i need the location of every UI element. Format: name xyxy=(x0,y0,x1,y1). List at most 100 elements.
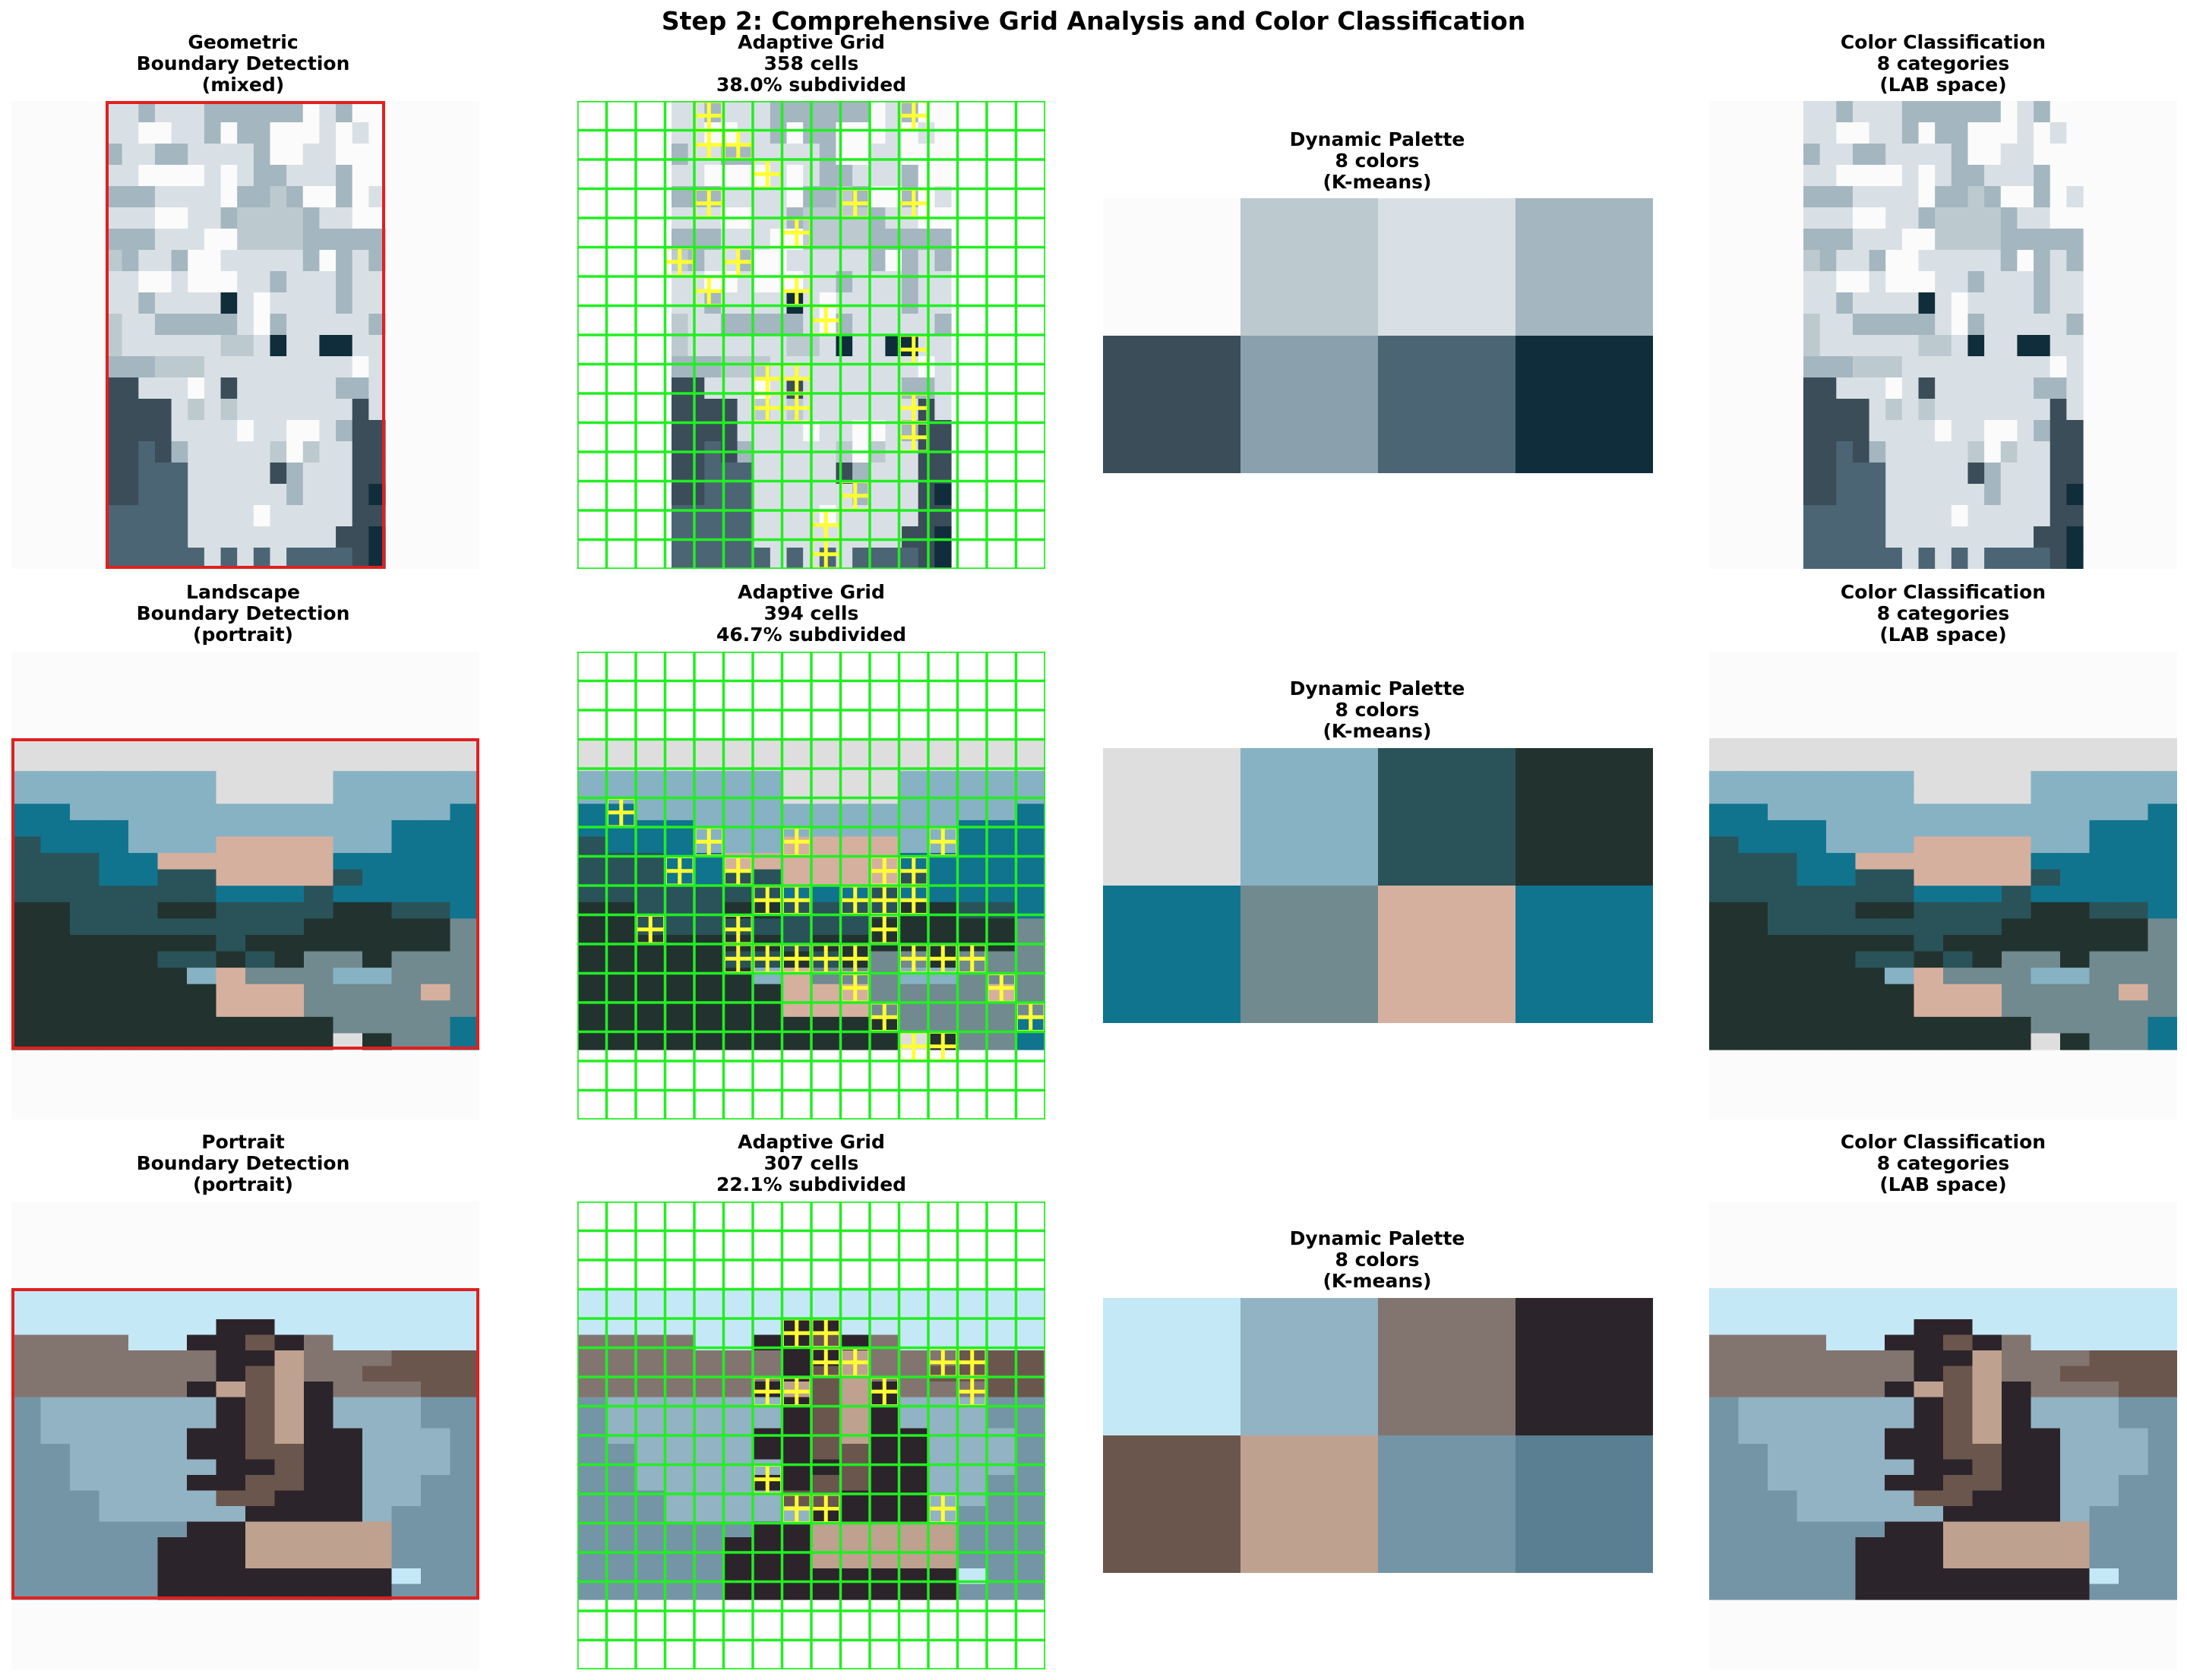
boundary-title-row-3: Portrait Boundary Detection (portrait) xyxy=(136,1131,350,1195)
class-cell xyxy=(1914,853,1944,870)
region-cell xyxy=(11,1521,42,1538)
class-cell xyxy=(2119,1319,2149,1336)
class-cell xyxy=(1901,505,1920,527)
grid-image-cell xyxy=(694,951,725,968)
grid-image-cell xyxy=(1016,754,1045,772)
grid-image-cell xyxy=(987,804,1017,821)
region-cell xyxy=(245,1382,276,1398)
region-cell xyxy=(122,229,139,251)
class-cell xyxy=(2147,836,2177,854)
grid-image-cell xyxy=(899,1319,929,1336)
grid-image-cell xyxy=(957,1016,988,1034)
grid-image-cell xyxy=(665,902,695,919)
class-cell xyxy=(2002,787,2032,804)
grid-image-cell xyxy=(754,314,771,336)
class-cell xyxy=(2017,441,2034,463)
grid-image-cell xyxy=(694,1506,725,1523)
region-cell xyxy=(352,484,369,506)
boundary-panel-portrait xyxy=(11,1202,479,1669)
class-cell xyxy=(2147,1319,2177,1336)
class-cell xyxy=(2089,934,2119,952)
class-cell xyxy=(2002,771,2032,788)
region-cell xyxy=(188,420,205,442)
region-cell xyxy=(40,934,71,952)
region-cell xyxy=(171,314,188,336)
grid-image-cell xyxy=(987,1288,1017,1305)
region-cell xyxy=(40,804,71,821)
region-cell xyxy=(220,229,238,251)
region-cell xyxy=(286,144,304,166)
boundary-frame xyxy=(11,1288,479,1599)
class-cell xyxy=(1826,1521,1857,1538)
grid-image-cell xyxy=(1016,1537,1045,1554)
region-cell xyxy=(188,101,205,123)
class-cell xyxy=(1967,122,1985,144)
region-cell xyxy=(220,356,238,378)
grid-image-cell xyxy=(770,526,788,548)
region-cell xyxy=(99,1568,129,1585)
grid-image-cell xyxy=(987,1506,1017,1523)
region-cell xyxy=(253,250,271,272)
class-cell xyxy=(1738,1350,1768,1367)
region-cell xyxy=(106,101,123,123)
class-cell xyxy=(2066,314,2084,336)
region-cell xyxy=(171,526,188,548)
grid-image-cell xyxy=(1016,918,1045,936)
class-cell xyxy=(1885,1366,1915,1382)
class-cell xyxy=(1852,122,1870,144)
region-cell xyxy=(154,144,172,166)
class-cell xyxy=(2031,1584,2061,1600)
region-cell xyxy=(362,853,393,870)
region-cell xyxy=(216,869,246,886)
class-cell xyxy=(2031,1552,2061,1569)
grid-image-cell xyxy=(720,292,738,314)
class-cell xyxy=(2031,853,2061,870)
region-cell xyxy=(362,1334,393,1351)
class-cell xyxy=(1803,399,1821,421)
region-cell xyxy=(237,144,254,166)
grid-image-cell xyxy=(902,250,919,272)
grid-image-cell xyxy=(704,165,722,187)
class-cell xyxy=(2031,918,2061,936)
class-cell xyxy=(1943,1568,1974,1585)
region-cell xyxy=(188,335,205,357)
grid-image-cell xyxy=(918,271,935,293)
class-cell xyxy=(2034,292,2051,314)
class-cell xyxy=(1943,869,1974,886)
class-cell xyxy=(1918,484,1936,506)
region-cell xyxy=(274,1033,305,1050)
grid-image-cell xyxy=(720,229,738,251)
region-cell xyxy=(391,771,422,788)
region-cell xyxy=(302,399,321,421)
region-cell xyxy=(187,1584,217,1600)
grid-image-cell xyxy=(665,1413,695,1429)
region-cell xyxy=(391,754,422,772)
region-cell xyxy=(11,1428,42,1445)
region-cell xyxy=(274,1459,305,1476)
region-cell xyxy=(99,902,129,919)
region-cell xyxy=(302,463,321,485)
grid-image-cell xyxy=(694,1382,725,1398)
region-cell xyxy=(245,819,276,838)
region-cell xyxy=(157,1016,188,1034)
region-cell xyxy=(204,186,222,208)
class-cell xyxy=(2002,984,2032,1001)
class-cell xyxy=(1797,1506,1827,1523)
grid-image-cell xyxy=(868,271,886,293)
grid-image-cell xyxy=(868,505,886,527)
palette-swatch xyxy=(1103,1435,1241,1573)
grid-image-cell xyxy=(694,1444,725,1461)
region-cell xyxy=(138,314,156,336)
class-cell xyxy=(2060,1303,2091,1320)
palette-title-row-2: Dynamic Palette 8 colors (K-means) xyxy=(1289,677,1465,742)
grid-image-cell xyxy=(840,1552,871,1569)
grid-image-cell xyxy=(840,1319,871,1336)
class-cell xyxy=(2119,886,2149,903)
grid-image-cell xyxy=(636,1475,666,1492)
palette-swatch xyxy=(1515,1298,1653,1436)
class-cell xyxy=(1885,122,1903,144)
grid-image-cell xyxy=(902,484,919,506)
class-cell xyxy=(1951,420,1969,442)
region-cell xyxy=(187,1334,217,1351)
region-cell xyxy=(157,886,188,903)
